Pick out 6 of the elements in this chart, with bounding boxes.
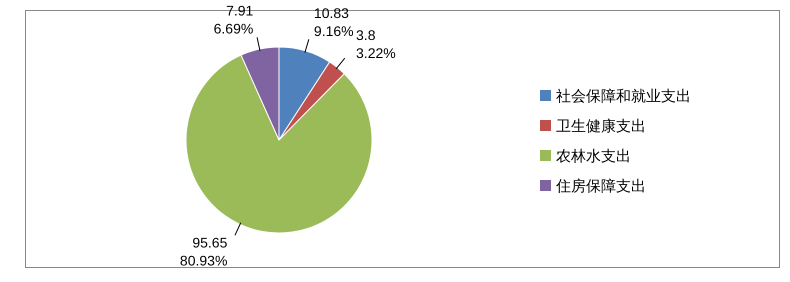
legend-label: 卫生健康支出 — [556, 118, 646, 135]
data-label: 95.65 80.93% — [180, 234, 228, 269]
legend-label: 农林水支出 — [556, 148, 631, 165]
data-label: 3.8 3.22% — [356, 27, 396, 62]
data-label: 10.83 9.16% — [314, 5, 354, 40]
data-label: 7.91 6.69% — [214, 2, 254, 37]
